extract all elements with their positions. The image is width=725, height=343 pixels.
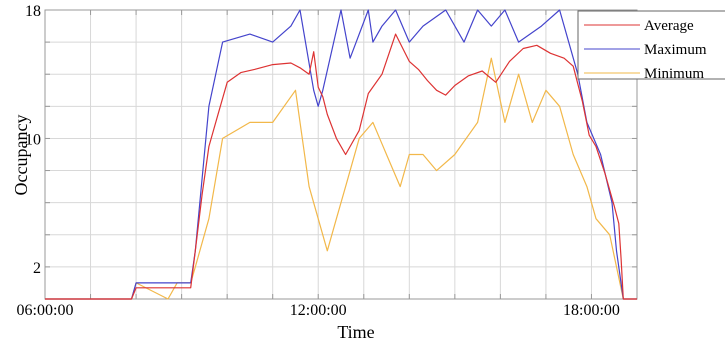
x-axis-label: Time [337, 322, 374, 342]
series-line-average [45, 33, 637, 300]
grid [44, 9, 638, 299]
y-tick-label: 10 [25, 131, 41, 148]
x-axis-ticks: 06:00:00 12:00:00 18:00:00 [17, 302, 620, 319]
y-tick-label: 18 [25, 3, 41, 20]
x-tick-label: 12:00:00 [290, 302, 347, 319]
series-line-maximum [45, 9, 637, 300]
legend-box [577, 10, 725, 80]
y-axis-ticks: 2 10 18 [25, 3, 41, 277]
y-tick-label: 2 [33, 260, 41, 277]
legend-label-minimum: Minimum [644, 66, 704, 82]
series-line-minimum [45, 57, 637, 300]
series-lines [45, 9, 637, 300]
plot-area-frame [44, 9, 638, 300]
x-tick-label: 06:00:00 [17, 302, 74, 319]
legend-label-average: Average [644, 18, 694, 34]
y-axis-label: Occupancy [11, 115, 31, 196]
legend: Average Maximum Minimum [577, 10, 725, 82]
legend-label-maximum: Maximum [644, 42, 707, 58]
x-tick-label: 18:00:00 [563, 302, 620, 319]
